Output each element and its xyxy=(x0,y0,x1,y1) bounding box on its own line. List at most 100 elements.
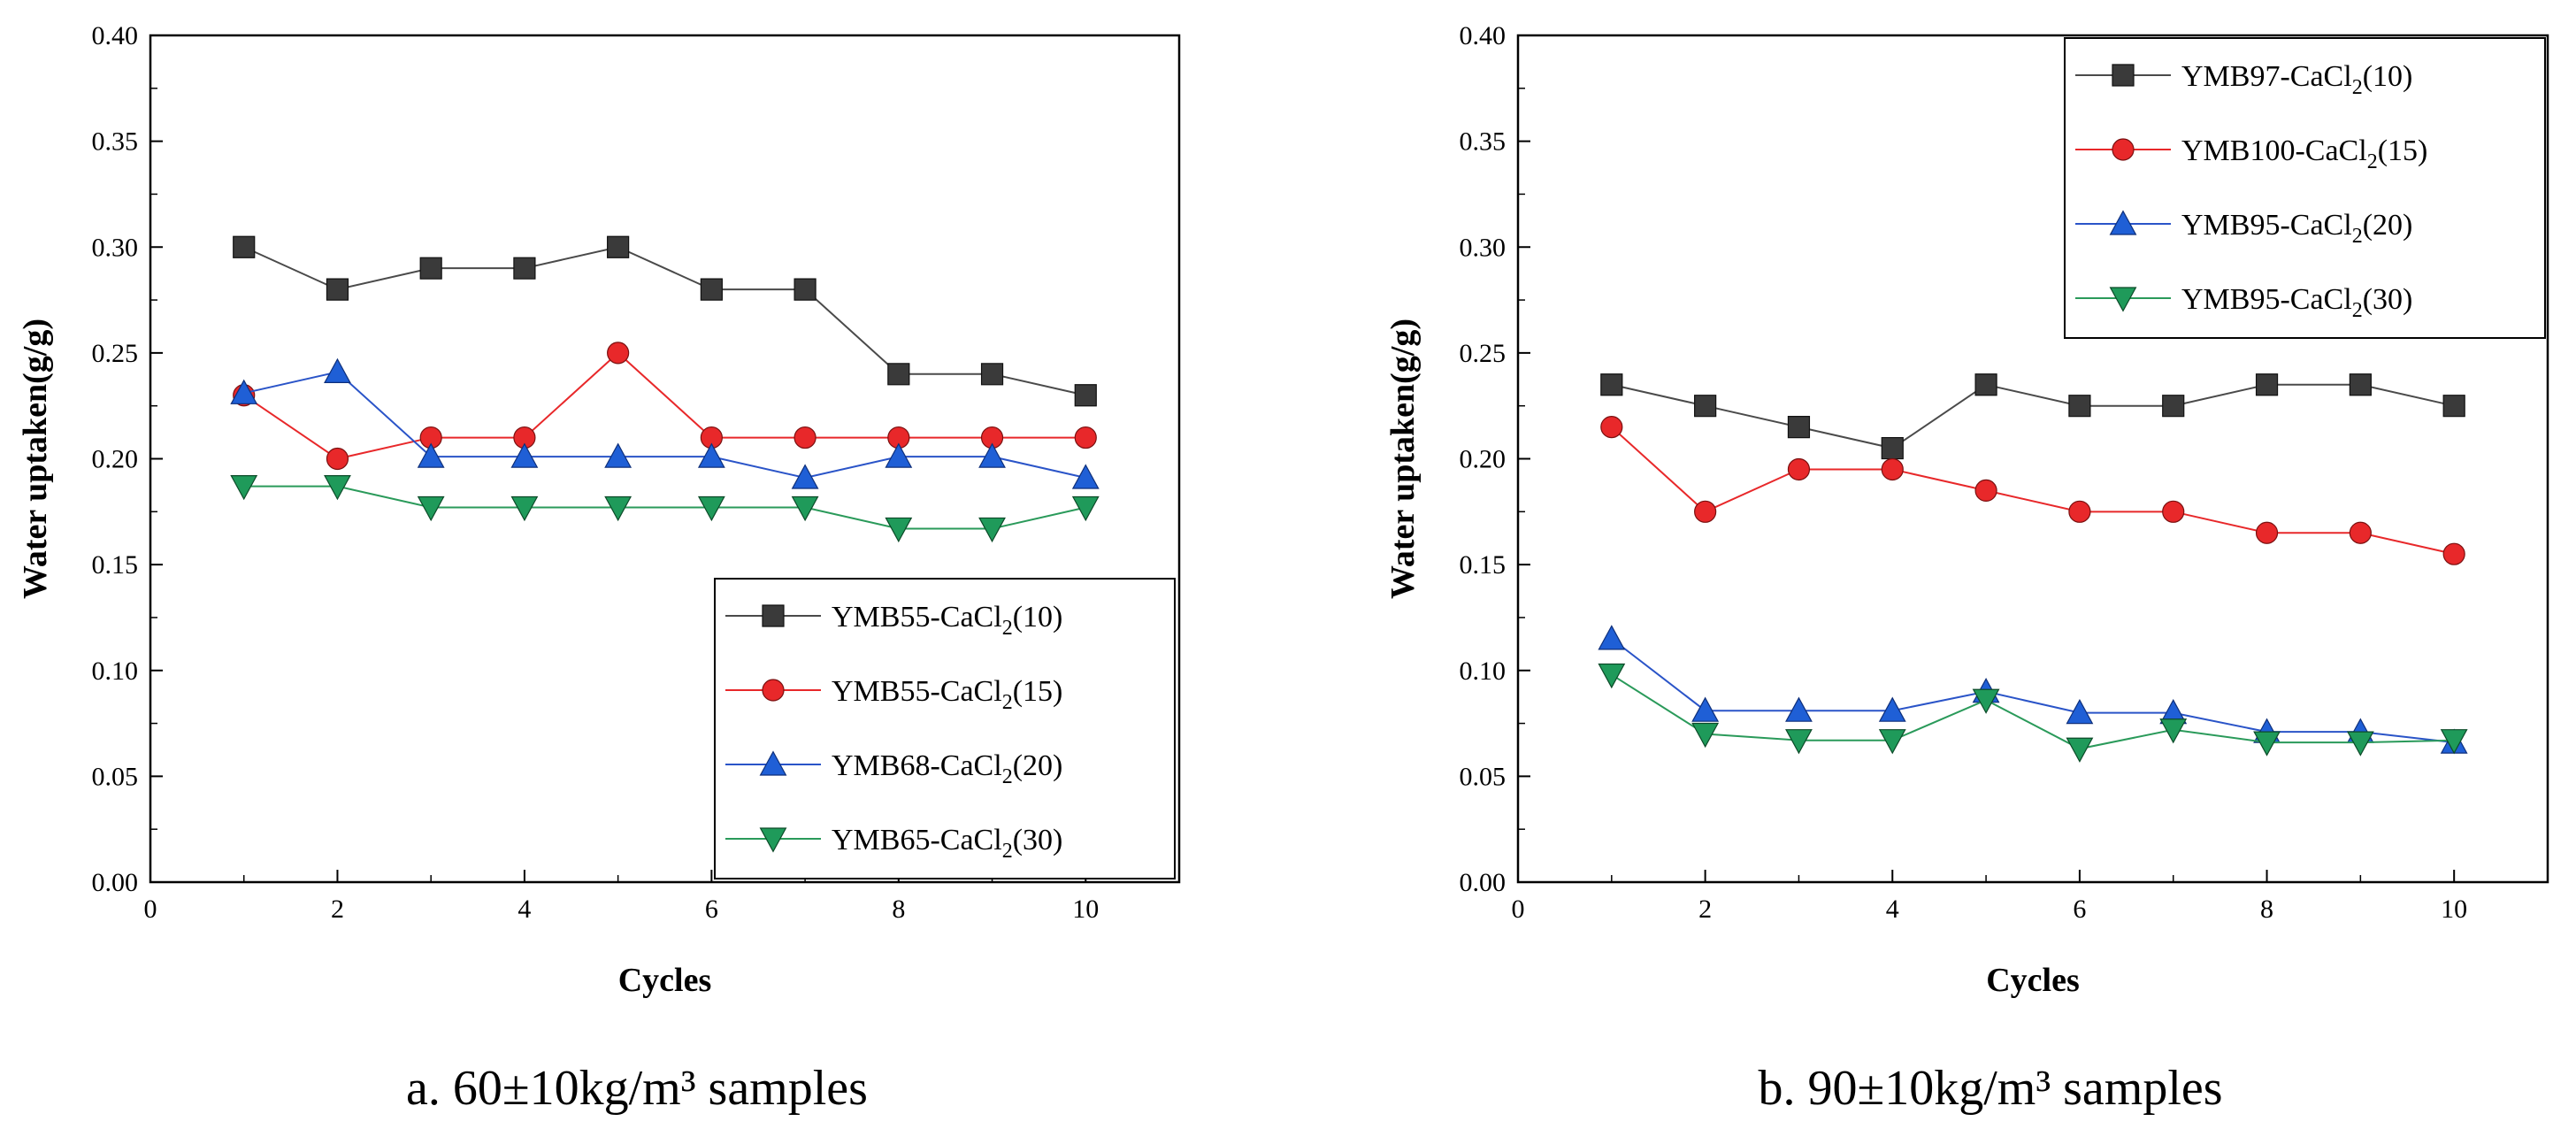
x-tick-label: 4 xyxy=(1886,895,1899,924)
series-line xyxy=(243,246,1086,396)
series-line xyxy=(1611,426,2455,556)
data-point xyxy=(1881,457,1904,481)
legend-label: YMB68-CaCl2(20) xyxy=(832,749,1062,788)
data-point xyxy=(2159,718,2188,744)
data-point xyxy=(885,442,913,468)
data-point xyxy=(1878,696,1906,722)
data-point xyxy=(604,442,632,468)
y-axis-title: Water uptaken(g/g) xyxy=(1384,319,1422,599)
series-line xyxy=(1611,638,2455,744)
data-point xyxy=(794,426,816,449)
legend-marker xyxy=(2112,138,2135,161)
legend-marker xyxy=(2109,287,2137,312)
legend-label: YMB100-CaCl2(15) xyxy=(2181,134,2427,173)
series-circle xyxy=(233,342,1097,471)
x-tick-label: 8 xyxy=(892,895,905,924)
data-point xyxy=(513,257,536,280)
data-point xyxy=(2442,395,2465,418)
data-point xyxy=(1691,696,1720,722)
data-point xyxy=(324,475,351,501)
data-point xyxy=(2255,521,2279,544)
y-tick-label: 0.35 xyxy=(92,127,139,157)
data-point xyxy=(1600,416,1623,439)
x-tick-label: 8 xyxy=(2260,895,2273,924)
data-point xyxy=(978,442,1006,468)
y-tick-label: 0.20 xyxy=(92,445,139,474)
x-tick-label: 4 xyxy=(518,895,531,924)
data-point xyxy=(1074,384,1097,407)
data-point xyxy=(417,495,445,522)
y-tick-label: 0.30 xyxy=(1460,233,1506,262)
data-point xyxy=(326,278,349,301)
y-tick-label: 0.00 xyxy=(92,868,139,897)
legend-label: YMB65-CaCl2(30) xyxy=(832,824,1062,863)
legend-label: YMB55-CaCl2(15) xyxy=(832,675,1062,714)
legend: YMB55-CaCl2(10) YMB55-CaCl2(15) YMB68-CaCl… xyxy=(714,578,1176,879)
data-point xyxy=(2253,731,2281,757)
data-point xyxy=(2066,698,2094,725)
legend-box xyxy=(714,578,1176,879)
y-tick-label: 0.40 xyxy=(1460,21,1506,50)
data-point xyxy=(2068,395,2091,418)
series-square xyxy=(1600,373,2465,460)
x-tick-label: 10 xyxy=(1072,895,1099,924)
y-tick-label: 0.35 xyxy=(1460,127,1506,157)
legend-marker xyxy=(759,750,787,776)
data-point xyxy=(1694,500,1717,523)
data-point xyxy=(1691,722,1720,749)
data-point xyxy=(604,495,632,522)
data-point xyxy=(417,442,445,468)
series-triangle-up xyxy=(230,357,1100,489)
chart-caption: a. 60±10kg/m³ samples xyxy=(406,1061,868,1116)
data-point xyxy=(980,363,1004,386)
series-triangle-down xyxy=(230,475,1100,543)
data-point xyxy=(324,357,351,384)
series-line xyxy=(243,351,1086,460)
legend-marker xyxy=(762,604,785,627)
y-tick-label: 0.30 xyxy=(92,233,139,262)
y-tick-label: 0.00 xyxy=(1460,868,1506,897)
data-point xyxy=(791,464,819,489)
y-axis-title: Water uptaken(g/g) xyxy=(17,319,54,599)
legend-box xyxy=(2064,37,2546,339)
chart-panel-a: 0.00 0.05 0.10 0.15 0.20 0.25 0.30 0.35 0.40 0 2 4 6… xyxy=(17,21,1181,1116)
legend-marker xyxy=(762,679,785,702)
data-point xyxy=(697,495,725,522)
series-line xyxy=(243,485,1086,530)
chart-caption: b. 90±10kg/m³ samples xyxy=(1758,1061,2222,1116)
series-line xyxy=(1611,673,2455,750)
data-point xyxy=(697,442,725,468)
data-point xyxy=(607,342,630,365)
x-tick-label: 6 xyxy=(705,895,718,924)
series-line xyxy=(243,371,1086,480)
y-tick-label: 0.10 xyxy=(92,657,139,686)
y-tick-label: 0.05 xyxy=(1460,762,1506,791)
legend: YMB97-CaCl2(10) YMB100-CaCl2(15) YMB95-CaC… xyxy=(2064,37,2546,339)
data-point xyxy=(1972,688,2000,714)
data-point xyxy=(326,447,349,471)
data-point xyxy=(510,495,539,522)
data-point xyxy=(2162,500,2185,523)
chart-panel-b: 0.00 0.05 0.10 0.15 0.20 0.25 0.30 0.35 0.40 0 2 4 6… xyxy=(1384,21,2549,1116)
x-tick-label: 0 xyxy=(144,895,157,924)
data-point xyxy=(1881,436,1904,460)
data-point xyxy=(2068,500,2091,523)
x-tick-label: 2 xyxy=(331,895,344,924)
data-point xyxy=(2349,373,2372,396)
series-line xyxy=(1611,383,2455,449)
data-point xyxy=(794,278,816,301)
data-point xyxy=(1974,479,1997,502)
data-point xyxy=(1074,426,1097,449)
data-point xyxy=(1071,495,1100,522)
series-circle xyxy=(1600,416,2465,565)
data-point xyxy=(419,257,442,280)
data-point xyxy=(2440,729,2468,755)
data-point xyxy=(1071,464,1100,489)
series-triangle-down xyxy=(1598,663,2468,763)
series-triangle-up xyxy=(1598,625,2468,754)
data-point xyxy=(233,235,256,258)
legend-marker xyxy=(2112,64,2135,87)
data-point xyxy=(1598,625,1626,650)
legend-label: YMB95-CaCl2(20) xyxy=(2181,209,2412,248)
